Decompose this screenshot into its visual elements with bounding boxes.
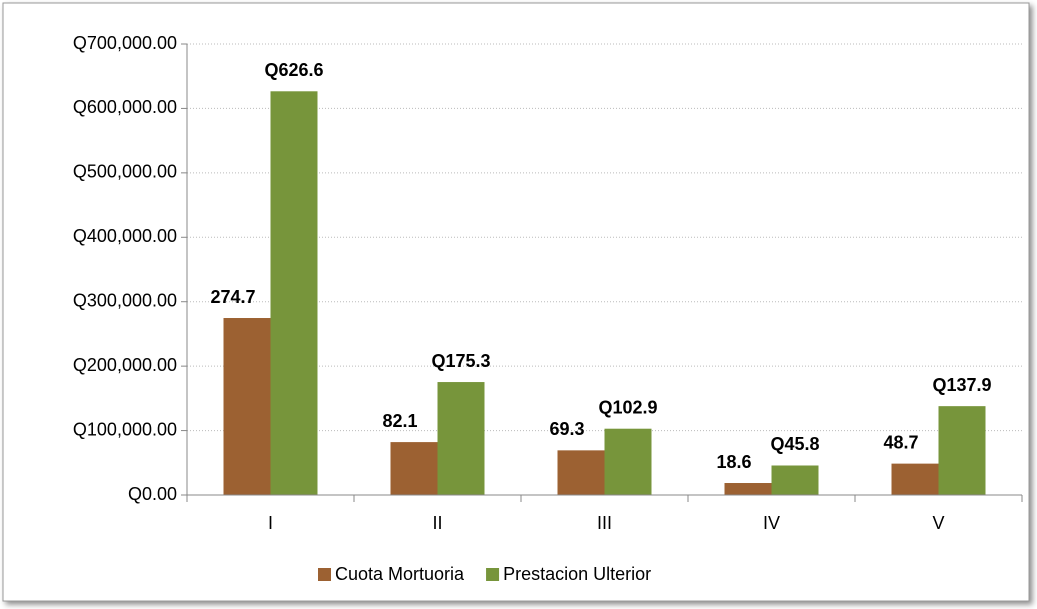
x-tick-label: I [268, 513, 273, 533]
y-tick-label: Q0.00 [128, 484, 177, 504]
data-label: Q102.9 [598, 397, 657, 417]
y-tick-label: Q300,000.00 [73, 290, 177, 310]
y-tick-label: Q100,000.00 [73, 419, 177, 439]
bar [557, 450, 605, 495]
x-tick-label: II [432, 513, 442, 533]
chart-frame [2, 2, 1030, 602]
data-label: 274.7 [210, 287, 255, 307]
y-tick-label: Q700,000.00 [73, 33, 177, 53]
bar [604, 428, 652, 495]
bar [437, 382, 485, 495]
data-label: Q175.3 [431, 351, 490, 371]
bar [938, 406, 986, 495]
y-tick-label: Q400,000.00 [73, 226, 177, 246]
legend-swatch [486, 568, 500, 581]
y-tick-label: Q200,000.00 [73, 355, 177, 375]
data-label: Q45.8 [770, 434, 819, 454]
bar [891, 463, 939, 495]
y-tick-label: Q600,000.00 [73, 97, 177, 117]
data-label: 69.3 [549, 419, 584, 439]
x-tick-label: III [597, 513, 612, 533]
data-label: 48.7 [883, 432, 918, 452]
x-tick-label: V [932, 513, 944, 533]
data-label: Q626.6 [264, 60, 323, 80]
data-label: 82.1 [382, 411, 417, 431]
data-label: 18.6 [716, 452, 751, 472]
x-tick-label: IV [763, 513, 780, 533]
bar [724, 483, 772, 495]
legend-label: Prestacion Ulterior [503, 564, 651, 584]
bar [223, 318, 271, 495]
legend-swatch [318, 568, 331, 581]
bar [270, 91, 318, 495]
legend-label: Cuota Mortuoria [335, 564, 465, 584]
bar [771, 465, 819, 495]
y-tick-label: Q500,000.00 [73, 162, 177, 182]
data-label: Q137.9 [932, 375, 991, 395]
bar [390, 442, 438, 495]
